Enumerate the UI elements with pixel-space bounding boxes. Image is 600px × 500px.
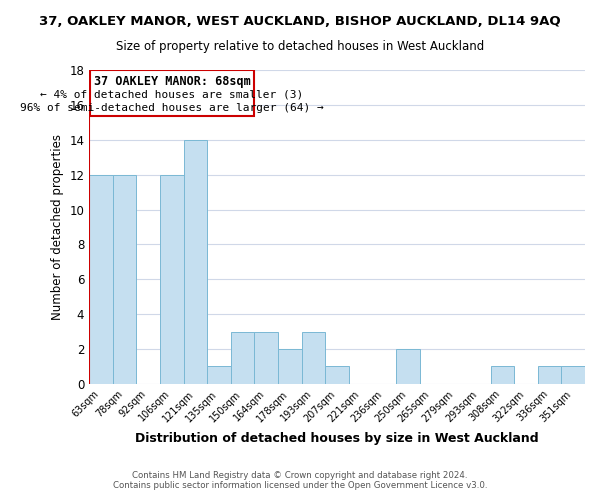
Text: Size of property relative to detached houses in West Auckland: Size of property relative to detached ho… [116, 40, 484, 53]
Bar [396, 349, 420, 384]
Bar [160, 174, 184, 384]
Text: ← 4% of detached houses are smaller (3): ← 4% of detached houses are smaller (3) [40, 89, 304, 99]
Y-axis label: Number of detached properties: Number of detached properties [51, 134, 64, 320]
Text: 96% of semi-detached houses are larger (64) →: 96% of semi-detached houses are larger (… [20, 103, 324, 113]
Bar [89, 174, 113, 384]
Text: 37, OAKLEY MANOR, WEST AUCKLAND, BISHOP AUCKLAND, DL14 9AQ: 37, OAKLEY MANOR, WEST AUCKLAND, BISHOP … [39, 15, 561, 28]
X-axis label: Distribution of detached houses by size in West Auckland: Distribution of detached houses by size … [135, 432, 539, 445]
Bar [254, 332, 278, 384]
Bar [325, 366, 349, 384]
Bar [278, 349, 302, 384]
Bar [184, 140, 207, 384]
Bar [491, 366, 514, 384]
Text: Contains HM Land Registry data © Crown copyright and database right 2024.
Contai: Contains HM Land Registry data © Crown c… [113, 470, 487, 490]
Bar [302, 332, 325, 384]
Bar [562, 366, 585, 384]
Bar [231, 332, 254, 384]
Bar [113, 174, 136, 384]
Text: 37 OAKLEY MANOR: 68sqm: 37 OAKLEY MANOR: 68sqm [94, 75, 250, 88]
FancyBboxPatch shape [89, 70, 254, 116]
Bar [207, 366, 231, 384]
Bar [538, 366, 562, 384]
